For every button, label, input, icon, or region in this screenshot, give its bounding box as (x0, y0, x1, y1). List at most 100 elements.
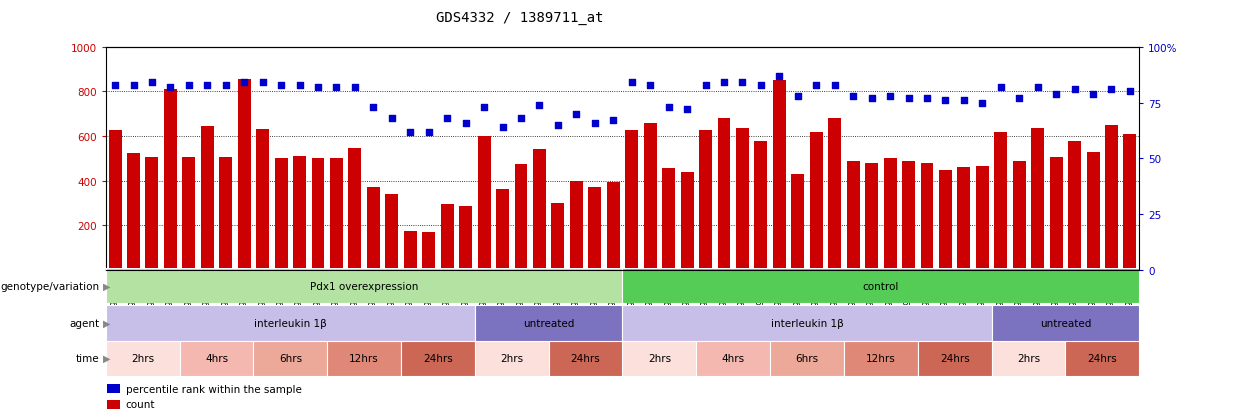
Bar (146, 158, 158, 271)
Bar (327, 341, 401, 376)
Point (493, 124, 513, 131)
Text: 12hrs: 12hrs (350, 353, 378, 363)
Bar (644, 123, 656, 271)
Bar (179, 341, 254, 376)
Point (769, 73, 789, 80)
Bar (696, 341, 771, 376)
Bar (474, 341, 549, 376)
Point (880, 93, 900, 100)
Bar (995, 132, 1007, 271)
Bar (401, 341, 474, 376)
Text: percentile rank within the sample: percentile rank within the sample (126, 384, 301, 394)
Text: ▶: ▶ (103, 353, 111, 363)
Point (253, 80, 273, 86)
Point (604, 118, 624, 124)
Point (1046, 91, 1066, 97)
Bar (903, 161, 915, 271)
Bar (606, 183, 620, 271)
Point (954, 98, 974, 104)
Text: untreated: untreated (1040, 318, 1091, 328)
Point (1010, 95, 1030, 102)
Point (418, 129, 438, 135)
Text: control: control (863, 281, 899, 291)
Bar (976, 167, 989, 271)
Bar (865, 164, 878, 271)
Bar (256, 130, 269, 271)
Point (585, 120, 605, 127)
Bar (478, 137, 491, 271)
Text: Pdx1 overexpression: Pdx1 overexpression (310, 281, 418, 291)
Bar (1106, 126, 1118, 271)
Point (918, 95, 937, 102)
Bar (681, 172, 693, 271)
Bar (847, 161, 859, 271)
Bar (293, 157, 306, 271)
Point (510, 116, 530, 122)
Bar (164, 90, 177, 271)
Point (751, 82, 771, 89)
Bar (386, 195, 398, 271)
Bar (939, 170, 952, 271)
Point (105, 82, 125, 89)
Bar (622, 268, 1139, 304)
Bar (533, 150, 545, 271)
Bar (474, 306, 622, 341)
Point (677, 107, 697, 113)
Text: 24hrs: 24hrs (423, 353, 453, 363)
Point (290, 82, 310, 89)
Point (696, 82, 716, 89)
Point (566, 111, 586, 118)
Point (382, 116, 402, 122)
Text: 4hrs: 4hrs (205, 353, 228, 363)
Text: GDS4332 / 1389711_at: GDS4332 / 1389711_at (436, 11, 604, 25)
Bar (441, 205, 453, 271)
Text: time: time (76, 353, 100, 363)
Bar (200, 127, 214, 271)
Point (161, 84, 181, 91)
Bar (622, 341, 696, 376)
Bar (238, 80, 250, 271)
Point (198, 82, 218, 89)
Bar (254, 341, 327, 376)
Point (529, 102, 549, 109)
Point (474, 104, 494, 111)
Text: untreated: untreated (523, 318, 574, 328)
Text: 2hrs: 2hrs (1017, 353, 1040, 363)
Text: 6hrs: 6hrs (279, 353, 303, 363)
Bar (330, 159, 342, 271)
Bar (736, 129, 749, 271)
Text: ▶: ▶ (103, 281, 111, 291)
Bar (183, 158, 195, 271)
Point (548, 122, 568, 129)
Text: 2hrs: 2hrs (500, 353, 523, 363)
Bar (311, 159, 325, 271)
Point (1120, 89, 1140, 95)
Point (843, 93, 863, 100)
Bar (106, 306, 474, 341)
Bar (1123, 135, 1137, 271)
Bar (275, 159, 288, 271)
Bar (514, 165, 528, 271)
Text: ▶: ▶ (103, 318, 111, 328)
Bar (1066, 341, 1139, 376)
Text: interleukin 1β: interleukin 1β (771, 318, 843, 328)
Bar (754, 141, 767, 271)
Bar (625, 131, 639, 271)
Bar (570, 181, 583, 271)
Bar (589, 188, 601, 271)
Bar (106, 341, 179, 376)
Point (1083, 91, 1103, 97)
Bar (496, 189, 509, 271)
Bar (349, 149, 361, 271)
Point (437, 116, 457, 122)
Point (659, 104, 679, 111)
Bar (549, 341, 622, 376)
Point (640, 82, 660, 89)
Point (271, 82, 291, 89)
Bar (773, 81, 786, 271)
Point (456, 120, 476, 127)
Bar (792, 175, 804, 271)
Point (364, 104, 383, 111)
Point (824, 82, 844, 89)
Bar (403, 231, 417, 271)
